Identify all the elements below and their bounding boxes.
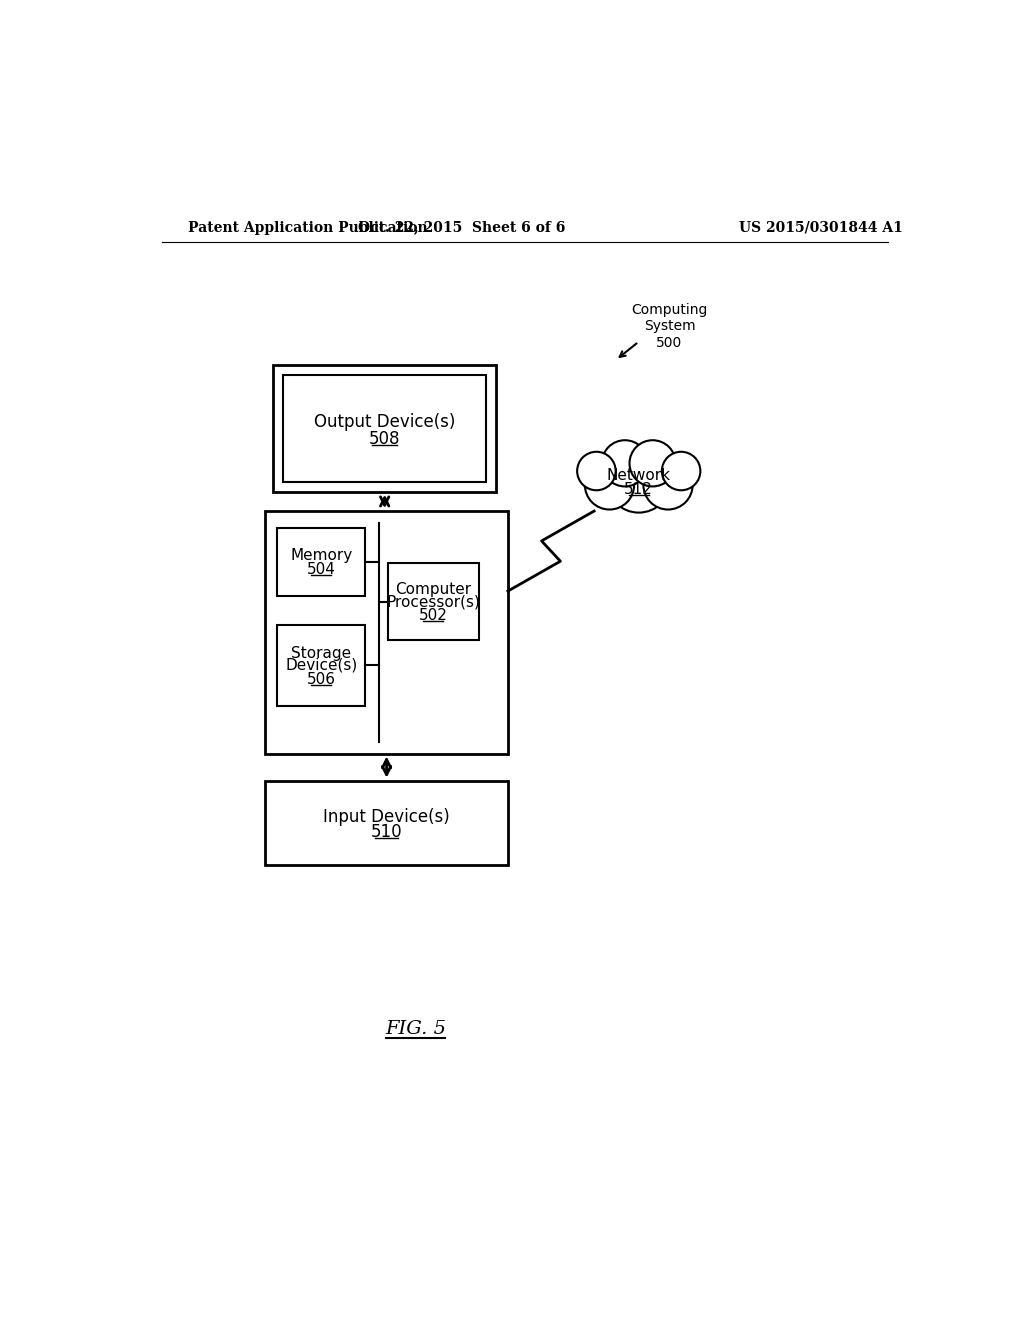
- Circle shape: [602, 441, 648, 487]
- Text: FIG. 5: FIG. 5: [385, 1019, 446, 1038]
- Text: Input Device(s): Input Device(s): [324, 808, 450, 826]
- Text: Output Device(s): Output Device(s): [314, 413, 456, 432]
- Text: 508: 508: [369, 430, 400, 447]
- Circle shape: [643, 461, 692, 510]
- FancyBboxPatch shape: [273, 364, 497, 492]
- FancyBboxPatch shape: [265, 511, 508, 754]
- Text: Oct. 22, 2015  Sheet 6 of 6: Oct. 22, 2015 Sheet 6 of 6: [358, 220, 565, 235]
- Text: Storage: Storage: [291, 645, 351, 660]
- FancyBboxPatch shape: [388, 564, 478, 640]
- Text: 506: 506: [306, 672, 336, 686]
- Text: Computing
System
500: Computing System 500: [632, 304, 708, 350]
- FancyBboxPatch shape: [283, 375, 486, 482]
- Text: US 2015/0301844 A1: US 2015/0301844 A1: [739, 220, 903, 235]
- Text: Computer: Computer: [395, 582, 471, 597]
- Text: 510: 510: [371, 824, 402, 841]
- Circle shape: [578, 451, 615, 490]
- Text: 502: 502: [419, 609, 447, 623]
- Circle shape: [630, 441, 676, 487]
- FancyBboxPatch shape: [276, 626, 366, 706]
- Text: Memory: Memory: [290, 548, 352, 564]
- Text: Device(s): Device(s): [285, 657, 357, 673]
- FancyBboxPatch shape: [265, 780, 508, 866]
- FancyBboxPatch shape: [276, 528, 366, 595]
- Text: Processor(s): Processor(s): [386, 594, 480, 610]
- Text: Network: Network: [607, 469, 671, 483]
- Text: 504: 504: [307, 562, 336, 577]
- Circle shape: [662, 451, 700, 490]
- Circle shape: [585, 461, 634, 510]
- Circle shape: [606, 447, 671, 512]
- Text: Patent Application Publication: Patent Application Publication: [188, 220, 428, 235]
- Text: 512: 512: [625, 482, 653, 498]
